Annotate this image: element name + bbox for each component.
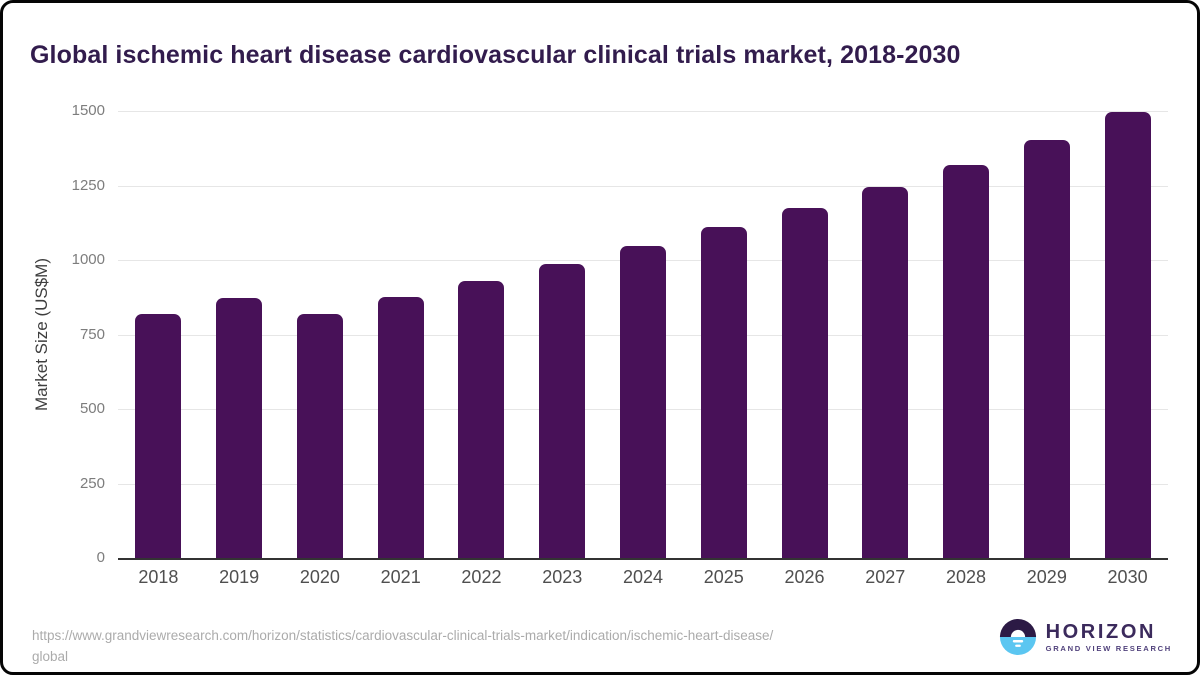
gridline-1500 bbox=[118, 111, 1168, 112]
x-tick-label-2027: 2027 bbox=[865, 567, 906, 587]
bar-2025 bbox=[700, 227, 747, 558]
horizon-logo-name: HORIZON bbox=[1045, 621, 1157, 643]
plot-area bbox=[118, 111, 1168, 560]
x-tick-label-2023: 2023 bbox=[542, 567, 583, 587]
x-tick-label-2030: 2030 bbox=[1107, 567, 1148, 587]
bar-cell-2018 bbox=[118, 111, 199, 558]
x-tick-label-2019: 2019 bbox=[219, 567, 260, 587]
y-tick-label-500: 500 bbox=[79, 400, 105, 417]
bar-2027 bbox=[862, 187, 909, 558]
horizon-sun-icon bbox=[999, 618, 1036, 656]
y-tick-label-1000: 1000 bbox=[71, 251, 105, 268]
bar-2020 bbox=[296, 314, 343, 558]
bars-row bbox=[118, 111, 1168, 558]
horizon-logo: HORIZON GRAND VIEW RESEARCH bbox=[999, 618, 1172, 656]
bar-cell-2023 bbox=[522, 111, 603, 558]
source-url-line1: https://www.grandviewresearch.com/horizo… bbox=[32, 628, 774, 643]
bar-2028 bbox=[943, 164, 990, 558]
bar-cell-2024 bbox=[603, 111, 684, 558]
horizon-logo-subtitle: GRAND VIEW RESEARCH bbox=[1045, 644, 1172, 653]
bar-cell-2019 bbox=[199, 111, 280, 558]
y-tick-label-250: 250 bbox=[79, 474, 105, 492]
source-url: https://www.grandviewresearch.com/horizo… bbox=[32, 625, 932, 667]
bar-cell-2022 bbox=[441, 111, 522, 558]
bar-2023 bbox=[539, 263, 586, 558]
x-tick-label-2021: 2021 bbox=[380, 567, 421, 587]
bar-2021 bbox=[377, 296, 424, 558]
bar-cell-2027 bbox=[845, 111, 926, 558]
bar-cell-2028 bbox=[926, 111, 1007, 558]
bar-2018 bbox=[135, 313, 182, 558]
bar-cell-2025 bbox=[683, 111, 764, 558]
x-tick-label-2026: 2026 bbox=[784, 567, 825, 587]
bar-2019 bbox=[216, 298, 263, 558]
bar-cell-2030 bbox=[1087, 111, 1168, 558]
y-tick-label-0: 0 bbox=[96, 549, 105, 566]
source-url-line2: global bbox=[32, 649, 69, 664]
x-tick-label-2025: 2025 bbox=[703, 567, 744, 587]
x-tick-label-2022: 2022 bbox=[461, 567, 502, 587]
bar-cell-2029 bbox=[1006, 111, 1087, 558]
bar-cell-2021 bbox=[360, 111, 441, 558]
x-axis-tick-labels: 2018 2019 2020 2021 2022 2023 2024 2025 2026 2027… bbox=[118, 567, 1168, 588]
x-tick-label-2020: 2020 bbox=[299, 567, 340, 587]
chart-title: Global ischemic heart disease cardiovasc… bbox=[30, 40, 961, 69]
x-tick-label-2028: 2028 bbox=[946, 567, 987, 587]
bar-2026 bbox=[781, 207, 828, 558]
horizon-logo-text: HORIZON GRAND VIEW RESEARCH bbox=[1046, 621, 1172, 653]
x-tick-label-2029: 2029 bbox=[1026, 567, 1067, 587]
bar-2024 bbox=[619, 246, 666, 558]
bar-2029 bbox=[1023, 140, 1070, 558]
x-tick-label-2018: 2018 bbox=[138, 567, 179, 587]
gridline-1250 bbox=[118, 185, 1168, 187]
bar-cell-2020 bbox=[280, 111, 361, 558]
bar-cell-2026 bbox=[764, 111, 845, 558]
x-tick-label-2024: 2024 bbox=[622, 567, 663, 587]
y-tick-label-750: 750 bbox=[79, 325, 105, 343]
bar-2030 bbox=[1104, 111, 1151, 558]
bar-2022 bbox=[458, 281, 505, 558]
y-tick-label-1250: 1250 bbox=[71, 176, 105, 194]
y-tick-label-1500: 1500 bbox=[71, 102, 105, 119]
y-axis-tick-labels: 0 250 500 750 1000 1250 1500 bbox=[30, 102, 105, 566]
